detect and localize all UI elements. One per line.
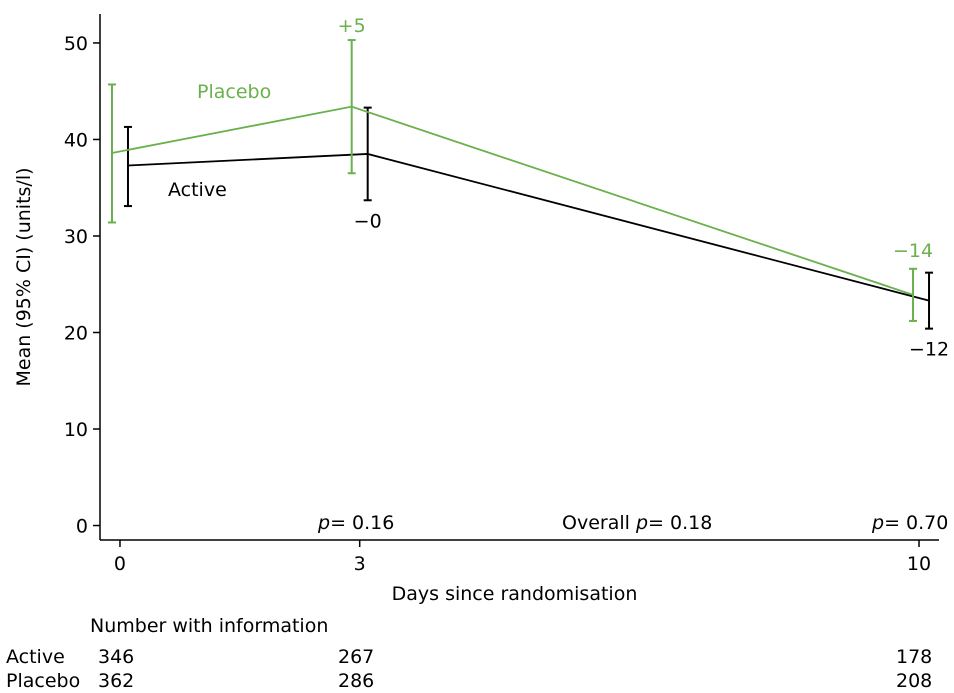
- table-row-label: Placebo: [6, 669, 80, 693]
- y-axis-title: Mean (95% CI) (units/l): [13, 167, 35, 386]
- change-label-active: −0: [354, 210, 382, 232]
- p-value-annotation: p= 0.16: [317, 512, 394, 534]
- axes: 0 10 20 30 40 50 0 3 10 Days since randomisation M…: [13, 14, 939, 605]
- y-tick-label: 10: [64, 419, 88, 441]
- y-tick-label: 30: [64, 226, 88, 248]
- change-label-placebo: +5: [338, 15, 366, 37]
- table-cell: 346: [98, 645, 134, 669]
- p-value-number: = 0.16: [330, 512, 394, 534]
- p-value-number: = 0.18: [648, 512, 712, 534]
- numbers-table-title: Number with information: [90, 614, 328, 638]
- series-line-active: [128, 154, 929, 301]
- y-tick-label: 50: [64, 33, 88, 55]
- y-tick-label: 20: [64, 322, 88, 344]
- y-tick-label: 40: [64, 129, 88, 151]
- x-tick-label: 3: [354, 553, 366, 575]
- table-row-label: Active: [6, 645, 65, 669]
- p-symbol: p: [317, 512, 330, 534]
- p-symbol: p: [635, 512, 648, 534]
- series-line-placebo: [112, 107, 913, 295]
- table-cell: 362: [98, 669, 134, 693]
- table-cell: 178: [896, 645, 932, 669]
- change-label-placebo: −14: [893, 240, 933, 262]
- x-tick-label: 10: [907, 553, 931, 575]
- change-label-active: −12: [909, 339, 949, 361]
- p-value-prefix: Overall: [562, 512, 636, 534]
- p-value-annotation: Overall p= 0.18: [562, 512, 712, 534]
- series-label-active: Active: [168, 179, 227, 201]
- p-value-number: = 0.70: [884, 512, 948, 534]
- series-label-placebo: Placebo: [197, 81, 271, 103]
- p-symbol: p: [871, 512, 884, 534]
- table-cell: 267: [338, 645, 374, 669]
- x-axis-title: Days since randomisation: [392, 583, 638, 605]
- p-value-annotation: p= 0.70: [871, 512, 948, 534]
- y-tick-label: 0: [76, 516, 88, 538]
- x-tick-label: 0: [114, 553, 126, 575]
- table-cell: 286: [338, 669, 374, 693]
- table-cell: 208: [896, 669, 932, 693]
